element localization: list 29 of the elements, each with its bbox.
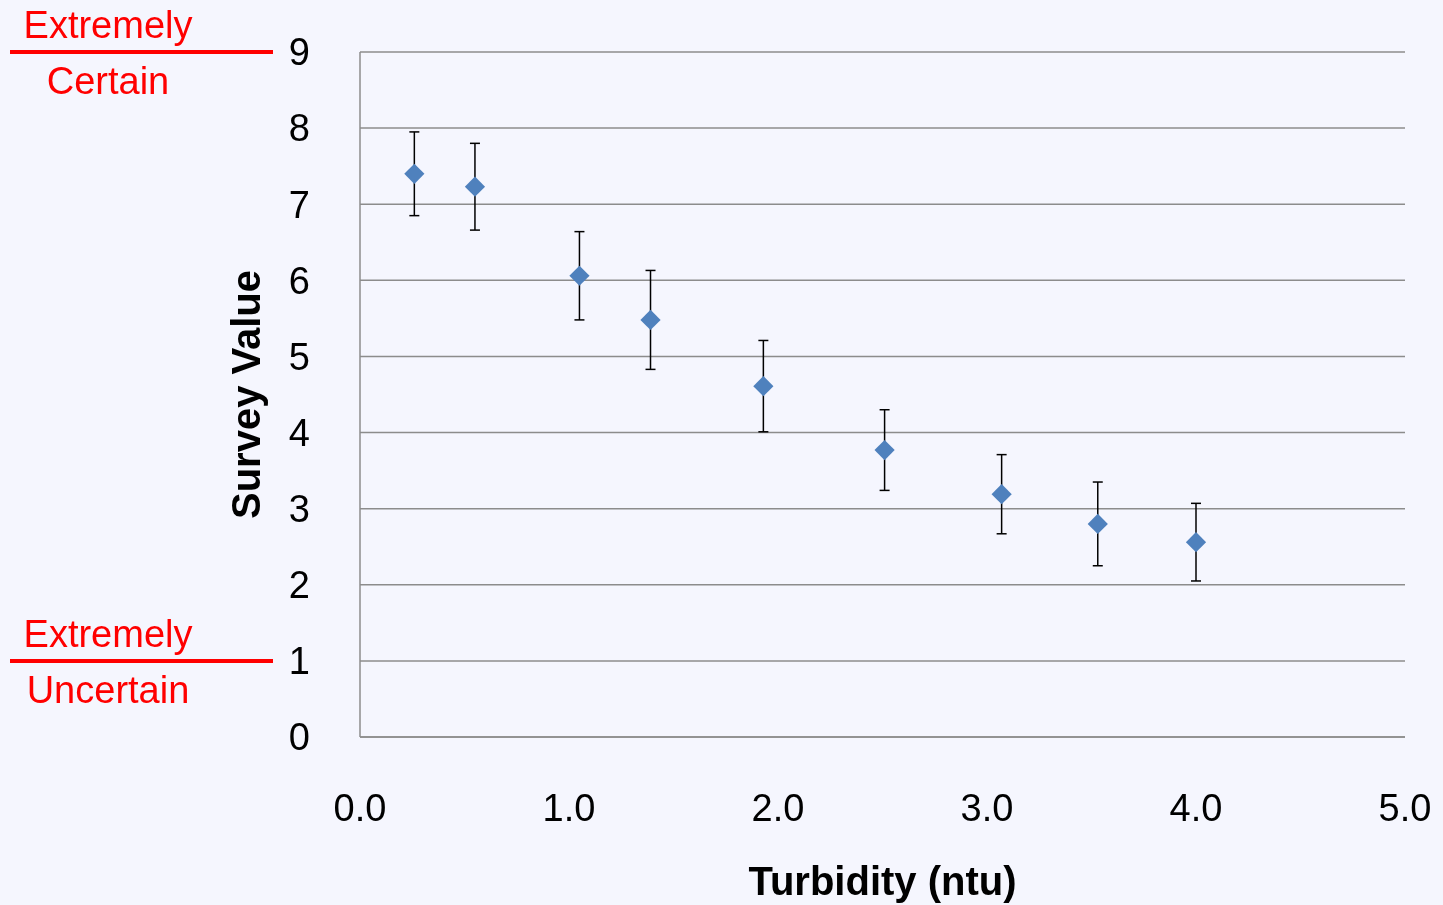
point xyxy=(464,176,486,197)
ref-line-label: Extremely Certain xyxy=(23,4,193,102)
y-tick-label: 1 xyxy=(288,640,310,683)
point xyxy=(991,484,1012,505)
y-axis-title: Survey Value xyxy=(224,269,268,520)
point xyxy=(404,163,425,184)
point xyxy=(1087,513,1108,534)
y-tick-label: 7 xyxy=(288,183,310,226)
y-tick-label: 0 xyxy=(288,716,310,759)
y-tick-label: 9 xyxy=(288,31,310,74)
x-tick-label: 1.0 xyxy=(542,787,596,829)
x-tick-label: 2.0 xyxy=(751,787,805,829)
x-tick-label: 5.0 xyxy=(1378,787,1432,829)
y-tick-label: 3 xyxy=(288,487,310,530)
y-tick-label: 4 xyxy=(288,411,310,454)
y-tick-label: 6 xyxy=(288,259,310,302)
x-axis-title: Turbidity (ntu) xyxy=(748,859,1017,903)
point xyxy=(874,439,895,461)
point xyxy=(753,376,774,397)
point xyxy=(1185,532,1207,553)
x-tick-label: 4.0 xyxy=(1169,787,1223,829)
x-tick-label: 3.0 xyxy=(960,787,1014,829)
y-tick-label: 2 xyxy=(288,564,310,607)
y-tick-label: 8 xyxy=(288,107,310,150)
ref-line-label: Extremely Uncertain xyxy=(23,612,193,711)
point xyxy=(640,309,661,331)
y-tick-label: 5 xyxy=(288,335,310,378)
point xyxy=(569,265,590,286)
x-tick-label: 0.0 xyxy=(333,787,387,829)
